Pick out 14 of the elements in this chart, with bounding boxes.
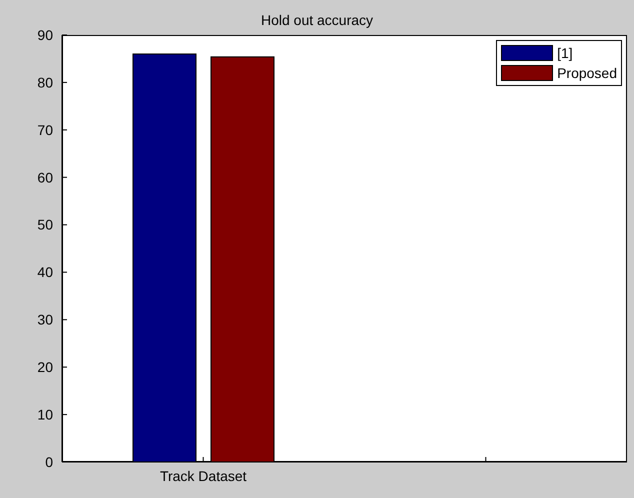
y-tick-label: 20: [37, 359, 54, 376]
y-tick-label: 60: [37, 169, 54, 186]
y-tick-label: 10: [37, 406, 54, 423]
y-tick-label: 40: [37, 264, 54, 280]
x-tick-label: Track Dataset: [160, 468, 247, 484]
y-tick-label: 30: [37, 312, 54, 328]
y-tick-label: 0: [45, 454, 54, 470]
legend-label: [1]: [557, 45, 573, 61]
legend-label: Proposed: [557, 65, 617, 81]
chart-title: Hold out accuracy: [260, 12, 374, 28]
y-tick-label: 50: [37, 216, 54, 233]
y-tick-label: 90: [37, 26, 54, 43]
y-tick-label: 70: [37, 122, 54, 138]
y-tick-label: 80: [37, 74, 54, 90]
